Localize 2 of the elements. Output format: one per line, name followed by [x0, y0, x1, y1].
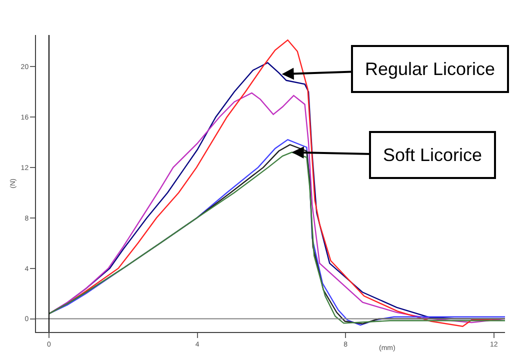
annotation: Regular Licorice	[365, 59, 496, 79]
annotation: Soft Licorice	[383, 145, 482, 165]
